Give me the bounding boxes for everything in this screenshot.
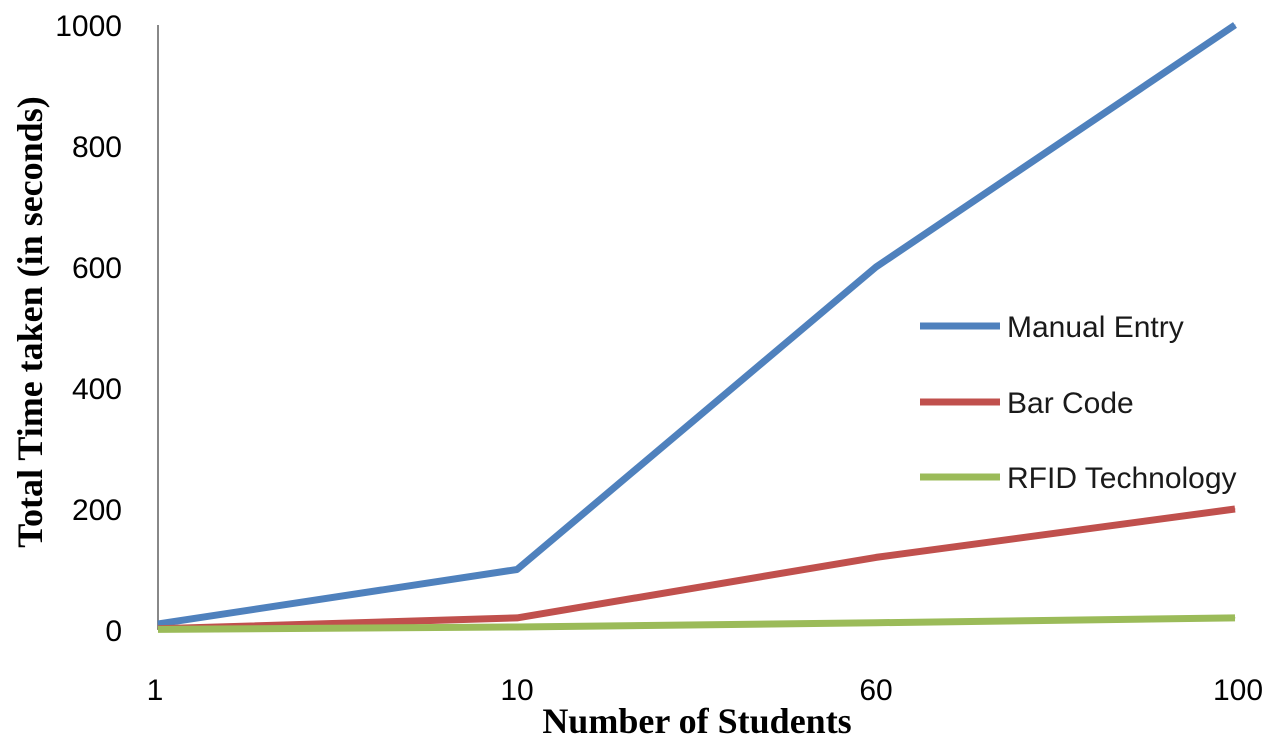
y-tick-label: 1000 [55, 10, 122, 43]
y-tick-label: 200 [72, 494, 122, 527]
data-point [517, 617, 518, 618]
legend-label: Bar Code [1007, 387, 1134, 420]
data-point [876, 622, 877, 623]
y-tick-label: 0 [105, 615, 122, 648]
x-axis-title: Number of Students [542, 701, 851, 740]
y-tick-label: 600 [72, 252, 122, 285]
data-point [1235, 617, 1236, 618]
data-point [158, 623, 159, 624]
legend-label: RFID Technology [1007, 462, 1237, 495]
x-tick-label: 60 [859, 674, 892, 707]
y-axis-title: Total Time taken (in seconds) [10, 96, 50, 547]
y-tick-labels: 0 200 400 600 800 1000 [55, 10, 122, 648]
data-point [1235, 25, 1236, 26]
legend: Manual Entry Bar Code RFID Technology [920, 311, 1237, 495]
data-point [517, 569, 518, 570]
y-tick-label: 400 [72, 373, 122, 406]
data-point [1235, 509, 1236, 510]
y-tick-label: 800 [72, 131, 122, 164]
data-point [876, 557, 877, 558]
data-point [876, 267, 877, 268]
data-point [517, 626, 518, 627]
data-point [158, 629, 159, 630]
x-tick-label: 1 [147, 674, 164, 707]
x-tick-label: 10 [500, 674, 533, 707]
x-tick-label: 100 [1213, 674, 1263, 707]
legend-label: Manual Entry [1007, 311, 1184, 344]
series-line-bar-code [158, 509, 1235, 629]
